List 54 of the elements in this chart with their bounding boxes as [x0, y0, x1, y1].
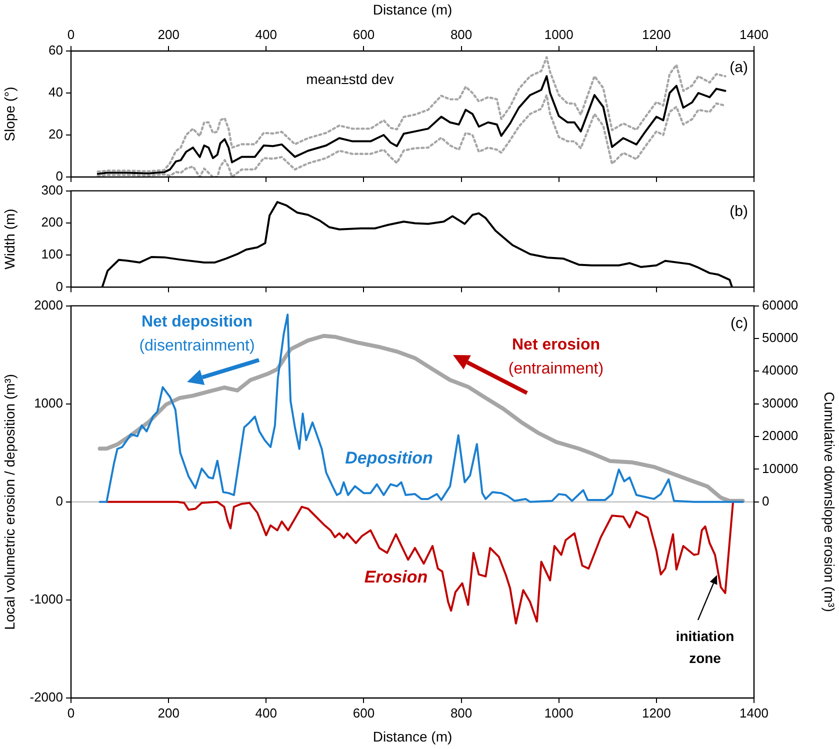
y-tick-label: 60 — [48, 42, 63, 58]
y2-tick-label: 50000 — [762, 330, 798, 346]
annotation: initiation zone — [676, 628, 734, 666]
x-tick-label: 400 — [255, 26, 277, 42]
x-tick-label: 800 — [450, 705, 472, 720]
x-tick-label: 1200 — [642, 705, 671, 720]
annotation: mean±std dev — [306, 70, 394, 87]
y-axis-title: Slope (°) — [1, 86, 18, 142]
x-tick-label: 1400 — [740, 26, 768, 42]
annotation: (b) — [730, 203, 748, 220]
x-axis-title: Distance (m) — [372, 728, 452, 744]
x-tick-label: 0 — [67, 26, 75, 42]
annotation: (disentrainment) — [139, 337, 255, 354]
y-tick-label: 0 — [56, 493, 63, 508]
annotation: (a) — [730, 59, 748, 76]
annotation: Net erosion — [512, 336, 600, 354]
x-tick-label: 1000 — [544, 26, 574, 42]
y-tick-label: 0 — [56, 278, 63, 294]
y2-tick-label: 60000 — [762, 297, 798, 312]
x-tick-label: 1000 — [544, 705, 574, 720]
y2-tick-label: 30000 — [762, 395, 798, 410]
x-tick-label: 1400 — [740, 705, 768, 720]
x-tick-label: 400 — [255, 705, 277, 720]
x-tick-label: 200 — [158, 26, 180, 42]
y-tick-label: 2000 — [34, 297, 63, 312]
x-tick-label: 600 — [352, 705, 375, 720]
y-axis-title: Local volumetric erosion / deposition (m³) — [1, 374, 18, 630]
y2-tick-label: 0 — [762, 493, 770, 508]
x-tick-label: 800 — [450, 26, 472, 42]
y2-tick-label: 40000 — [762, 362, 798, 378]
x-tick-label: 200 — [158, 705, 180, 720]
y-tick-label: 100 — [41, 246, 63, 262]
y2-tick-label: 20000 — [762, 428, 798, 444]
annotation: (c) — [730, 315, 748, 332]
y-tick-label: 0 — [56, 168, 63, 184]
annotation: (entrainment) — [508, 360, 604, 378]
y2-tick-label: 10000 — [762, 460, 798, 476]
annotation: Net deposition — [141, 313, 253, 330]
y-tick-label: 200 — [41, 214, 63, 230]
x-axis-title: Distance (m) — [372, 1, 452, 18]
x-tick-label: 600 — [352, 26, 375, 42]
x-tick-label: 0 — [67, 705, 75, 720]
y-tick-label: 1000 — [34, 395, 63, 410]
x-tick-label: 1200 — [642, 26, 671, 42]
y-tick-label: -1000 — [30, 592, 63, 607]
series-label: Deposition — [345, 448, 433, 468]
y-tick-label: 20 — [48, 126, 63, 142]
y-axis-title: Width (m) — [1, 208, 18, 270]
y-tick-label: -2000 — [30, 690, 63, 705]
y2-axis-title: Cumulative downslope erosion (m³) — [822, 392, 838, 612]
series-label: Erosion — [364, 568, 428, 587]
y-tick-label: 40 — [48, 84, 63, 100]
line-series — [96, 56, 726, 173]
y-tick-label: 300 — [41, 182, 63, 198]
